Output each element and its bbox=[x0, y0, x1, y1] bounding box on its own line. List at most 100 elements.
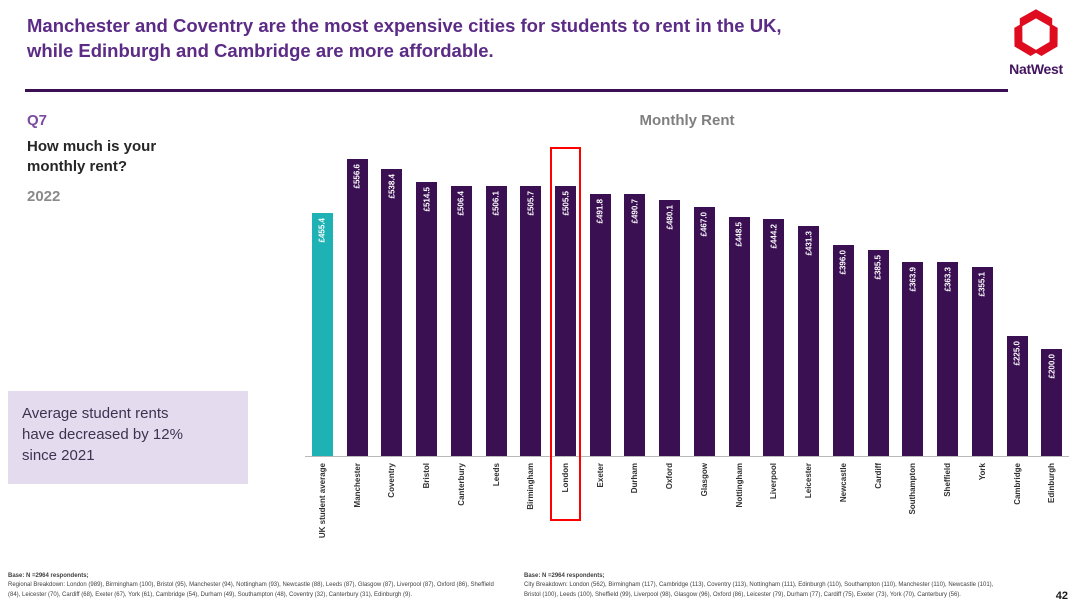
bar-category-label: Canterbury bbox=[456, 463, 466, 506]
bar: £480.1 bbox=[659, 199, 681, 456]
bar-value-label: £556.6 bbox=[352, 164, 362, 189]
bar-area: £514.5 bbox=[409, 137, 444, 457]
question-number: Q7 bbox=[27, 112, 48, 129]
bar: £455.4 bbox=[311, 213, 333, 456]
bar-area: £505.5 bbox=[548, 137, 583, 457]
bar-value-label: £455.4 bbox=[317, 218, 327, 243]
slide-title-line1: Manchester and Coventry are the most exp… bbox=[27, 15, 782, 36]
chart-column: £505.5 London bbox=[548, 137, 583, 545]
bar-category-area: Sheffield bbox=[930, 457, 965, 545]
bar: £444.2 bbox=[763, 219, 785, 456]
chart-column: £490.7 Durham bbox=[617, 137, 653, 545]
bar-category-area: Glasgow bbox=[687, 457, 722, 545]
bar-area: £491.8 bbox=[582, 137, 618, 457]
bar-category-area: Durham bbox=[618, 457, 653, 545]
chart-column: £225.0 Cambridge bbox=[999, 137, 1035, 545]
bar-value-label: £514.5 bbox=[422, 186, 432, 212]
bar-area: £538.4 bbox=[374, 137, 410, 457]
bar-value-label: £385.5 bbox=[873, 255, 883, 280]
bar: £491.8 bbox=[589, 193, 611, 456]
chart-column: £467.0 Glasgow bbox=[687, 137, 722, 545]
bar-category-label: Liverpool bbox=[769, 463, 779, 500]
bar: £355.1 bbox=[971, 266, 993, 456]
footnote-regional-text: Regional Breakdown: London (989), Birmin… bbox=[8, 582, 494, 598]
bar-area: £225.0 bbox=[999, 137, 1035, 457]
bar-category-area: Cardiff bbox=[861, 457, 896, 545]
bar-value-label: £444.2 bbox=[769, 224, 779, 249]
chart-column: £444.2 Liverpool bbox=[756, 137, 792, 545]
bar: £506.4 bbox=[450, 185, 472, 456]
bar-category-label: Leicester bbox=[804, 463, 814, 499]
bar-category-label: Southampton bbox=[908, 463, 918, 515]
bar-value-label: £363.3 bbox=[943, 267, 953, 292]
bar: £514.5 bbox=[416, 181, 438, 456]
bar-value-label: £467.0 bbox=[699, 211, 709, 237]
chart-column: £538.4 Coventry bbox=[374, 137, 410, 545]
bar-area: £355.1 bbox=[964, 137, 1000, 457]
footnote-city-text: City Breakdown: London (562), Birmingham… bbox=[524, 582, 994, 598]
bar: £490.7 bbox=[624, 194, 646, 456]
bar-category-label: Glasgow bbox=[699, 463, 709, 497]
bar-area: £200.0 bbox=[1034, 137, 1070, 457]
bar: £363.9 bbox=[902, 261, 924, 456]
bar-area: £506.1 bbox=[478, 137, 514, 457]
slide-title: Manchester and Coventry are the most exp… bbox=[27, 14, 957, 64]
bar-category-area: Leicester bbox=[791, 457, 826, 545]
bar-category-label: London bbox=[561, 463, 570, 493]
bar-category-label: Coventry bbox=[387, 463, 397, 498]
bar-category-area: Bristol bbox=[409, 457, 444, 545]
bar-category-area: Coventry bbox=[374, 457, 409, 545]
bar: £448.5 bbox=[728, 216, 750, 456]
bar-category-area: London bbox=[548, 457, 583, 545]
bar-area: £363.9 bbox=[895, 137, 931, 457]
bar: £225.0 bbox=[1006, 336, 1028, 456]
question-panel: Q7 How much is your monthly rent? 2022 bbox=[27, 112, 187, 205]
bar-category-label: UK student average bbox=[317, 463, 327, 539]
bar-category-area: Cambridge bbox=[1000, 457, 1035, 545]
bar: £431.3 bbox=[798, 226, 820, 456]
bar-category-label: Sheffield bbox=[943, 463, 953, 497]
bar-area: £444.2 bbox=[756, 137, 792, 457]
chart-column: £431.3 Leicester bbox=[791, 137, 827, 545]
bar-value-label: £448.5 bbox=[734, 221, 744, 247]
brand-wordmark: NatWest bbox=[1009, 61, 1063, 77]
footnote-city-base: Base: N =2964 respondents; bbox=[524, 573, 605, 580]
bar: £363.3 bbox=[937, 262, 959, 456]
bar-category-area: Liverpool bbox=[757, 457, 792, 545]
bar-value-label: £363.9 bbox=[908, 266, 918, 292]
callout-box: Average student rents have decreased by … bbox=[8, 391, 248, 484]
bar-category-label: Bristol bbox=[422, 463, 432, 489]
slide-title-line2: while Edinburgh and Cambridge are more a… bbox=[27, 39, 494, 61]
bar-category-area: Canterbury bbox=[444, 457, 479, 545]
bar-value-label: £200.0 bbox=[1047, 354, 1057, 379]
bar-value-label: £538.4 bbox=[387, 173, 397, 199]
bar: £385.5 bbox=[867, 250, 889, 456]
bar-value-label: £506.4 bbox=[456, 190, 466, 216]
chart-column: £363.9 Southampton bbox=[895, 137, 931, 545]
bar-area: £490.7 bbox=[617, 137, 653, 457]
bar-category-label: Cardiff bbox=[873, 463, 883, 489]
bar: £396.0 bbox=[832, 244, 854, 456]
chart-column: £396.0 Newcastle bbox=[826, 137, 861, 545]
bar-category-label: Exeter bbox=[595, 463, 605, 488]
bar-value-label: £225.0 bbox=[1012, 341, 1022, 366]
bar-category-label: York bbox=[977, 463, 987, 481]
bar-category-area: Nottingham bbox=[722, 457, 757, 545]
bar-category-label: Durham bbox=[630, 463, 640, 494]
chart-column: £514.5 Bristol bbox=[409, 137, 444, 545]
bar-category-area: UK student average bbox=[305, 457, 340, 545]
chart-column: £506.4 Canterbury bbox=[443, 137, 479, 545]
bar-category-area: Oxford bbox=[652, 457, 687, 545]
bar: £506.1 bbox=[485, 186, 507, 456]
bar-value-label: £480.1 bbox=[665, 204, 675, 230]
bar-value-label: £505.7 bbox=[526, 191, 536, 216]
bar-value-label: £491.8 bbox=[595, 198, 605, 224]
chart-column: £455.4 UK student average bbox=[305, 137, 340, 545]
bar-category-area: Newcastle bbox=[826, 457, 861, 545]
callout-text: Average student rents have decreased by … bbox=[22, 405, 183, 464]
bar-category-area: Southampton bbox=[895, 457, 930, 545]
chart-title: Monthly Rent bbox=[639, 112, 735, 129]
footnote-city: Base: N =2964 respondents; City Breakdow… bbox=[524, 572, 1002, 600]
chart-column: £355.1 York bbox=[964, 137, 1000, 545]
